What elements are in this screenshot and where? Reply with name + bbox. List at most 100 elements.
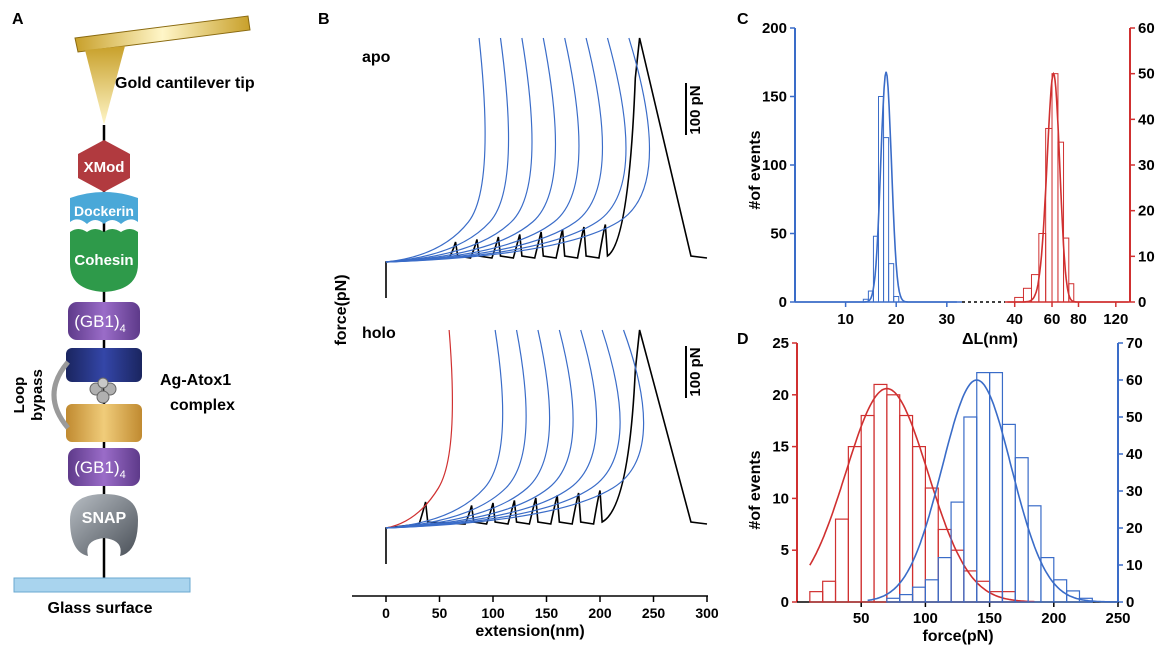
cantilever-beam: [74, 15, 251, 53]
c-bar-blue: [888, 263, 895, 303]
apo-scale-label: 100 pN: [687, 85, 704, 134]
d-xlabel: force(pN): [922, 628, 993, 645]
ag-atox1-lower: [66, 404, 142, 442]
cohesin-domain: [70, 229, 138, 292]
snap-domain: [70, 494, 138, 556]
c-x-tick-label: 10: [837, 311, 854, 328]
d-right-tick-label: 0: [1126, 594, 1134, 611]
c-x-tick-label: 20: [888, 311, 905, 328]
b-xlabel: extension(nm): [475, 623, 584, 640]
b-wlc-fit: [385, 329, 454, 529]
loop-label-2: bypass: [29, 369, 46, 421]
c-left-tick-label: 150: [762, 89, 787, 106]
b-wlc-fit: [385, 329, 598, 529]
xmod-label: XMod: [84, 159, 125, 176]
glass-label: Glass surface: [48, 600, 153, 617]
b-wlc-fit: [385, 329, 621, 529]
loop-label-1: Loop: [11, 377, 28, 414]
complex-label-1: Ag-Atox1: [160, 372, 231, 389]
c-left-tick-label: 200: [762, 20, 787, 37]
d-x-tick-label: 100: [913, 610, 938, 627]
b-wlc-fit: [385, 37, 533, 263]
dockerin-label: Dockerin: [74, 203, 134, 219]
b-x-tick-label: 100: [481, 605, 505, 621]
panel-b-letter: B: [318, 11, 330, 28]
d-bar-blue: [911, 586, 926, 603]
c-right-tick-label: 20: [1138, 203, 1155, 220]
silver-ion: [97, 377, 109, 389]
d-bar-blue: [1078, 597, 1093, 603]
b-x-tick-label: 50: [432, 605, 448, 621]
b-wlc-fit: [385, 329, 551, 529]
b-wlc-fit: [385, 37, 580, 263]
c-right-tick-label: 10: [1138, 248, 1155, 265]
b-wlc-fit: [385, 37, 627, 263]
d-right-tick-label: 30: [1126, 483, 1143, 500]
d-bar-red: [911, 446, 926, 603]
d-fit-blue: [867, 379, 1118, 603]
c-x-tick-label: 30: [938, 311, 955, 328]
d-bar-blue: [886, 597, 901, 603]
d-left-tick-label: 25: [772, 335, 789, 352]
panel-c-letter: C: [737, 11, 749, 28]
c-x-tick-label: 120: [1103, 311, 1128, 328]
d-x-tick-label: 200: [1041, 610, 1066, 627]
d-left-tick-label: 5: [781, 542, 789, 559]
b-x-tick-label: 250: [642, 605, 666, 621]
c-xlabel: ΔL(nm): [962, 331, 1018, 348]
d-x-tick-label: 250: [1105, 610, 1130, 627]
c-x-tick-label: 40: [1006, 311, 1023, 328]
d-bar-red: [847, 446, 862, 603]
holo-scale-label: 100 pN: [687, 347, 704, 396]
c-chart: 0 50 100 150 200 0 10 20 30 40 50 60 10 20 30 40 60 80 120: [762, 20, 1155, 328]
d-bar-red: [834, 518, 849, 603]
d-bar-red: [937, 528, 952, 603]
b-x-tick-label: 150: [535, 605, 559, 621]
b-force-trace-apo: [385, 37, 708, 298]
glass-surface: [13, 577, 191, 593]
d-right-tick-label: 10: [1126, 557, 1143, 574]
d-right-tick-label: 40: [1126, 446, 1143, 463]
b-wlc-fit: [385, 329, 504, 529]
d-left-tick-label: 15: [772, 439, 789, 456]
c-bar-red: [1057, 141, 1065, 303]
cohesin-label: Cohesin: [74, 252, 133, 269]
d-right-tick-label: 50: [1126, 409, 1143, 426]
d-left-tick-label: 0: [781, 594, 789, 611]
c-left-tick-label: 0: [779, 294, 787, 311]
cantilever-tip: [85, 46, 125, 125]
b-wlc-fit: [385, 329, 527, 529]
b-wlc-fit: [385, 37, 510, 263]
d-right-tick-label: 20: [1126, 520, 1143, 537]
c-bar-blue: [883, 137, 890, 303]
d-bar-blue: [1027, 505, 1042, 603]
gb1-top-label: (GB1)4: [74, 312, 125, 335]
c-x-tick-label: 60: [1044, 311, 1061, 328]
gb1-bottom-domain: [68, 448, 140, 486]
d-bar-blue: [1001, 423, 1016, 603]
c-right-tick-label: 50: [1138, 66, 1155, 83]
b-x-tick-label: 0: [382, 605, 390, 621]
gb1-bottom-label: (GB1)4: [74, 458, 125, 481]
xmod-domain: [78, 140, 130, 192]
d-bar-red: [873, 383, 888, 603]
c-fit-red: [1007, 71, 1129, 303]
c-fit-blue: [795, 71, 957, 303]
b-wlc-fit: [385, 37, 651, 263]
b-wlc-fit: [385, 329, 574, 529]
ag-atox1-upper: [66, 348, 142, 382]
d-bar-red: [822, 580, 837, 603]
c-x-tick-label: 80: [1070, 311, 1087, 328]
apo-label: apo: [362, 49, 391, 66]
c-ylabel: #of events: [747, 130, 764, 209]
d-bar-blue: [924, 579, 939, 603]
b-x-tick-label: 200: [588, 605, 612, 621]
c-bar-blue: [893, 296, 900, 303]
gb1-top-domain: [68, 302, 140, 340]
b-x-tick-label: 300: [695, 605, 719, 621]
d-bar-blue: [937, 556, 952, 603]
panel-d-letter: D: [737, 331, 749, 348]
panel-a-letter: A: [12, 11, 24, 28]
